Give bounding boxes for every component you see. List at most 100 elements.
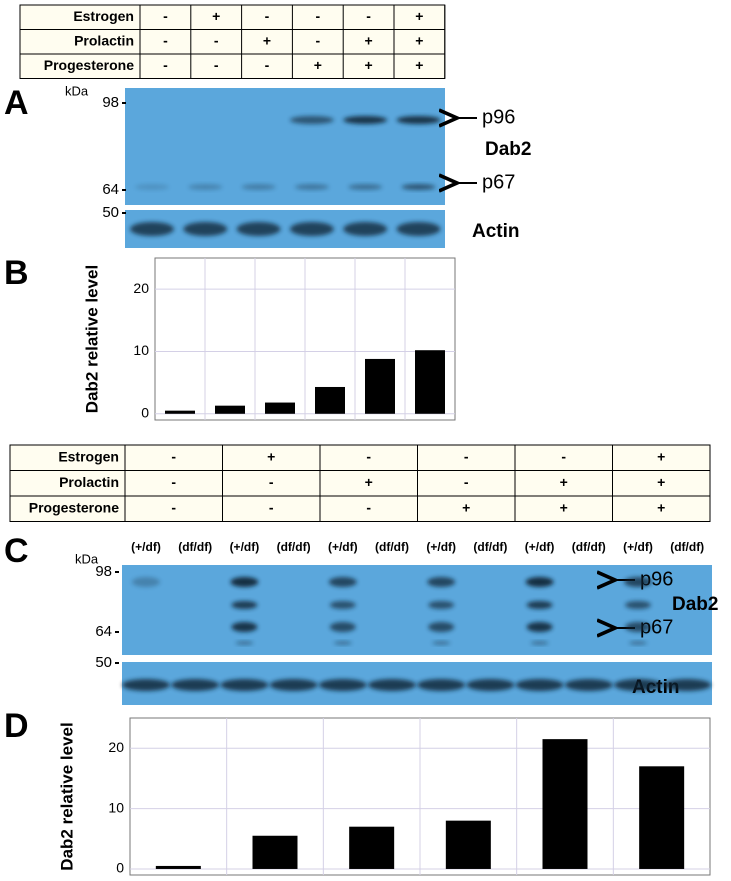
band: [171, 679, 220, 691]
lane-label: (+/df): [230, 540, 260, 554]
cell: -: [214, 57, 219, 73]
band: [231, 601, 258, 609]
cell: +: [212, 8, 220, 24]
table-bg: [9, 444, 711, 522]
band: [526, 601, 553, 609]
bar: [155, 865, 201, 869]
cell: -: [163, 8, 168, 24]
band: [230, 577, 259, 587]
bar: [215, 405, 245, 414]
band: [135, 184, 169, 190]
row-label: Prolactin: [59, 474, 119, 490]
cell: -: [366, 499, 371, 515]
band: [625, 622, 651, 632]
band: [188, 184, 223, 190]
band: [241, 184, 276, 190]
band: [624, 577, 652, 587]
cell: -: [269, 474, 274, 490]
cell: -: [163, 57, 168, 73]
bands: [130, 116, 441, 236]
bar: [165, 410, 195, 414]
band: [289, 222, 334, 236]
protein-label: Dab2: [485, 139, 531, 160]
panel-letter: C: [4, 532, 29, 570]
marker-label: 98: [95, 563, 112, 580]
cell: +: [267, 448, 275, 464]
cell: +: [314, 57, 322, 73]
band: [220, 679, 269, 691]
band: [629, 641, 647, 645]
cell: -: [265, 8, 270, 24]
y-axis-label: Dab2 relative level: [57, 722, 76, 870]
cell: +: [365, 57, 373, 73]
cell: +: [415, 8, 423, 24]
band: [663, 679, 712, 691]
cell: -: [163, 32, 168, 48]
band: [329, 622, 356, 632]
cell: +: [415, 32, 423, 48]
cell: +: [365, 474, 373, 490]
band: [515, 679, 564, 691]
band: [289, 116, 334, 124]
cell: -: [464, 474, 469, 490]
band: [343, 116, 388, 124]
cell: -: [214, 32, 219, 48]
blot: [122, 565, 712, 655]
band-label: p96: [482, 106, 515, 128]
bar: [445, 820, 491, 869]
blot-actin: [125, 210, 445, 248]
cell: -: [464, 448, 469, 464]
cell: -: [366, 8, 371, 24]
y-tick-label: 10: [133, 342, 149, 358]
content: A B C D Estrogen - + - - - + Prolactin - - + - + + Progest…: [4, 4, 718, 876]
band: [417, 679, 466, 691]
marker-label: 50: [102, 204, 119, 221]
band: [183, 222, 228, 236]
bar: [315, 386, 345, 414]
unit-label: kDa: [75, 551, 99, 566]
control-label: Actin: [472, 221, 520, 242]
protein-label: Dab2: [672, 594, 718, 615]
row-label: Estrogen: [58, 448, 119, 464]
band: [625, 601, 651, 609]
bar: [265, 402, 295, 414]
marker-label: 64: [95, 623, 112, 640]
y-tick-label: 20: [108, 739, 124, 755]
band: [348, 184, 383, 190]
unit-label: kDa: [65, 83, 89, 98]
y-tick-label: 10: [108, 799, 124, 815]
cell: -: [561, 448, 566, 464]
band: [427, 577, 456, 587]
band: [564, 679, 613, 691]
band: [396, 116, 441, 124]
row-label: Progesterone: [29, 499, 119, 515]
band: [294, 184, 329, 190]
row-label: Progesterone: [44, 57, 134, 73]
band: [328, 577, 357, 587]
cell: +: [657, 499, 665, 515]
lane-label: (df/df): [277, 540, 311, 554]
cell: +: [657, 448, 665, 464]
cell: -: [265, 57, 270, 73]
lane-label: (df/df): [178, 540, 212, 554]
row-label: Prolactin: [74, 32, 134, 48]
lane-label: (+/df): [525, 540, 555, 554]
band: [401, 184, 436, 190]
lane-label: (+/df): [131, 540, 161, 554]
band: [396, 222, 441, 236]
bar: [365, 358, 395, 414]
cell: -: [171, 474, 176, 490]
panel-letter: B: [4, 254, 29, 292]
marker-label: 98: [102, 94, 119, 111]
cell: -: [171, 499, 176, 515]
bar: [415, 350, 445, 414]
cell: +: [415, 57, 423, 73]
band: [432, 641, 451, 645]
cell: -: [366, 448, 371, 464]
cell: +: [365, 32, 373, 48]
band-label: p67: [482, 171, 515, 193]
table-bg: [19, 4, 446, 79]
lane-label: (df/df): [473, 540, 507, 554]
bands: [122, 577, 712, 691]
band: [525, 577, 554, 587]
